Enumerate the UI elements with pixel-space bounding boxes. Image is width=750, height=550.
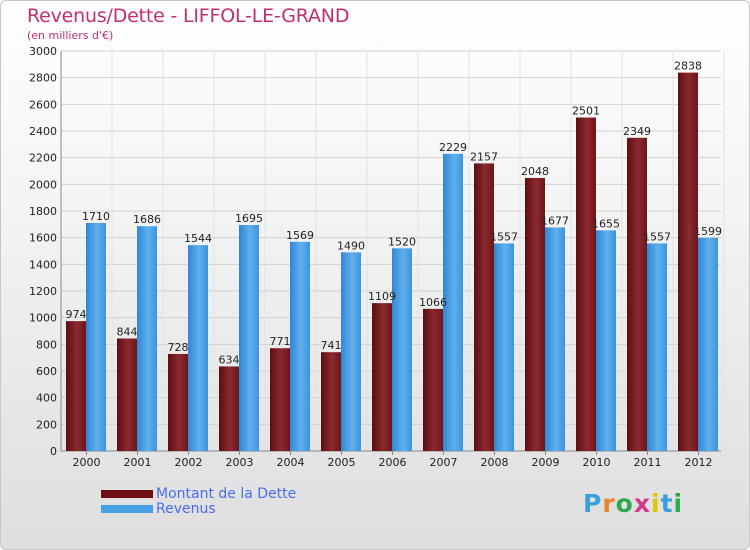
- y-tick-label: 1400: [29, 258, 57, 271]
- data-label: 1686: [133, 213, 161, 226]
- x-tick-label: 2001: [124, 456, 152, 469]
- chart-subtitle: (en milliers d'€): [27, 29, 114, 42]
- data-label: 634: [219, 353, 240, 366]
- data-labels: 974 844 728 634 771 741 1109 1066 2157 2048 2501 23…: [66, 60, 723, 367]
- y-tick-label: 3000: [29, 45, 57, 58]
- data-label: 2048: [521, 165, 549, 178]
- data-label: 1655: [592, 217, 620, 230]
- bar-revenue: [290, 241, 310, 451]
- bar-revenue: [596, 230, 616, 451]
- legend-label-debt: Montant de la Dette: [156, 486, 297, 502]
- x-tick-label: 2007: [430, 456, 458, 469]
- x-tick-label: 2011: [634, 456, 662, 469]
- y-tick-label: 1200: [29, 285, 57, 298]
- bar-revenue: [647, 243, 667, 451]
- bar-debt: [219, 366, 239, 451]
- bar-debt: [678, 72, 698, 451]
- bar-debt: [117, 338, 137, 451]
- y-tick-label: 1000: [29, 312, 57, 325]
- chart-title: Revenus/Dette - LIFFOL-LE-GRAND: [27, 5, 350, 27]
- bar-debt: [372, 303, 392, 451]
- bar-debt: [627, 137, 647, 452]
- data-label: 1677: [541, 214, 569, 227]
- y-tick-label: 2400: [29, 125, 57, 138]
- legend-swatch-revenue: [101, 505, 153, 513]
- bar-debt: [525, 177, 545, 451]
- y-tick-label: 2600: [29, 98, 57, 111]
- bar-debt: [168, 353, 188, 451]
- bar-revenue: [443, 153, 463, 452]
- proxiti-logo: Proxiti: [583, 489, 684, 518]
- bar-debt: [474, 163, 494, 451]
- bar-debt: [423, 308, 443, 451]
- bars: [66, 72, 718, 452]
- y-tick-label: 0: [50, 445, 57, 458]
- x-tick-label: 2002: [175, 456, 203, 469]
- y-tick-label: 2200: [29, 152, 57, 165]
- x-tick-label: 2009: [532, 456, 560, 469]
- data-label: 1710: [82, 210, 110, 223]
- bar-revenue: [698, 237, 718, 451]
- data-label: 2229: [439, 141, 467, 154]
- data-label: 1569: [286, 229, 314, 242]
- data-label: 1066: [419, 296, 447, 309]
- y-tick-label: 2800: [29, 72, 57, 85]
- data-label: 728: [168, 341, 189, 354]
- legend-label-revenue: Revenus: [156, 501, 216, 517]
- data-label: 1490: [337, 239, 365, 252]
- data-label: 1109: [368, 290, 396, 303]
- bar-revenue: [341, 252, 361, 451]
- bar-debt: [270, 348, 290, 451]
- x-tick-label: 2000: [73, 456, 101, 469]
- x-tick-label: 2006: [379, 456, 407, 469]
- y-tick-label: 1800: [29, 205, 57, 218]
- y-tick-label: 600: [36, 365, 57, 378]
- data-label: 1557: [490, 230, 518, 243]
- data-label: 741: [321, 339, 342, 352]
- data-label: 844: [117, 325, 138, 338]
- bar-revenue: [545, 227, 565, 451]
- bar-revenue: [494, 243, 514, 451]
- bar-revenue: [86, 223, 106, 451]
- data-label: 1557: [643, 230, 671, 243]
- legend-swatch-debt: [101, 490, 153, 498]
- bar-revenue: [239, 225, 259, 451]
- bar-revenue: [188, 245, 208, 451]
- data-label: 1544: [184, 232, 212, 245]
- data-label: 2501: [572, 105, 600, 118]
- data-label: 1599: [694, 225, 722, 238]
- y-tick-label: 400: [36, 392, 57, 405]
- x-tick-label: 2010: [583, 456, 611, 469]
- data-label: 2157: [470, 150, 498, 163]
- bar-debt: [576, 117, 596, 452]
- data-label: 1520: [388, 235, 416, 248]
- y-tick-label: 2000: [29, 178, 57, 191]
- bar-debt: [321, 352, 341, 451]
- bar-revenue: [392, 248, 412, 451]
- x-tick-label: 2005: [328, 456, 356, 469]
- x-tick-label: 2012: [685, 456, 713, 469]
- y-tick-label: 200: [36, 418, 57, 431]
- data-label: 2349: [623, 125, 651, 138]
- data-label: 2838: [674, 60, 702, 73]
- data-label: 974: [66, 308, 87, 321]
- bar-debt: [66, 321, 86, 451]
- bar-revenue: [137, 226, 157, 451]
- data-label: 1695: [235, 212, 263, 225]
- x-tick-label: 2004: [277, 456, 305, 469]
- data-label: 771: [270, 335, 291, 348]
- y-tick-label: 800: [36, 338, 57, 351]
- x-tick-label: 2008: [481, 456, 509, 469]
- y-tick-label: 1600: [29, 232, 57, 245]
- x-tick-label: 2003: [226, 456, 254, 469]
